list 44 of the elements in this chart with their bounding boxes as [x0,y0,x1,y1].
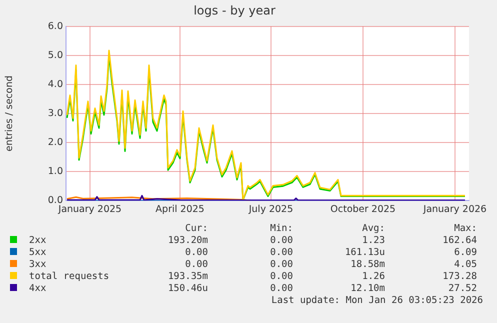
text: 6.09 [453,246,477,258]
text: Avg: [361,222,385,234]
y-tick-label: 4.0 [48,78,63,90]
text: 193.20m [166,234,208,246]
text: 1.26 [361,270,385,282]
text: 0.00 [269,282,293,294]
x-tick-label: April 2025 [156,204,204,215]
y-tick-label: 1.0 [48,166,63,178]
text: 12.10m [350,282,385,294]
legend-label: 4xx [28,282,48,294]
y-tick-label: 3.0 [48,108,63,119]
x-tick-label: July 2025 [248,204,294,215]
x-tick-label: October 2025 [330,204,396,215]
text: Min: [269,222,293,234]
text: 161.13u [344,246,385,258]
text: 27.52 [447,282,477,294]
legend-label: 3xx [28,258,48,270]
text: Cur: [184,222,208,234]
text: Last update: Mon Jan 26 03:05:23 2026 [271,295,483,306]
text: 162.64 [442,234,477,246]
text: 150.46u [166,282,208,294]
y-tick-label: 6.0 [48,20,63,32]
text: 0.00 [184,246,208,258]
x-tick-label: January 2026 [422,204,487,215]
text: 0.00 [269,246,293,258]
text: 0.00 [269,258,293,270]
chart-title: logs - by year [194,3,276,18]
legend-label: total requests [28,270,110,282]
text: 0.00 [184,258,208,270]
y-axis-title: entries / second [4,75,16,152]
y-tick-label: 2.0 [48,137,63,148]
legend-label: 5xx [28,246,48,258]
y-tick-label: 0.0 [48,195,63,206]
text: 193.35m [166,270,208,282]
text: 173.28 [442,270,477,282]
text: 0.00 [269,234,293,246]
legend-label: 2xx [28,234,48,246]
text: 1.23 [361,234,385,246]
y-tick-label: 5.0 [48,50,63,61]
text: 18.58m [350,258,385,270]
text: Max: [453,222,477,234]
x-tick-label: January 2025 [57,204,122,215]
text: 4.05 [453,258,477,270]
text: 0.00 [269,270,293,282]
